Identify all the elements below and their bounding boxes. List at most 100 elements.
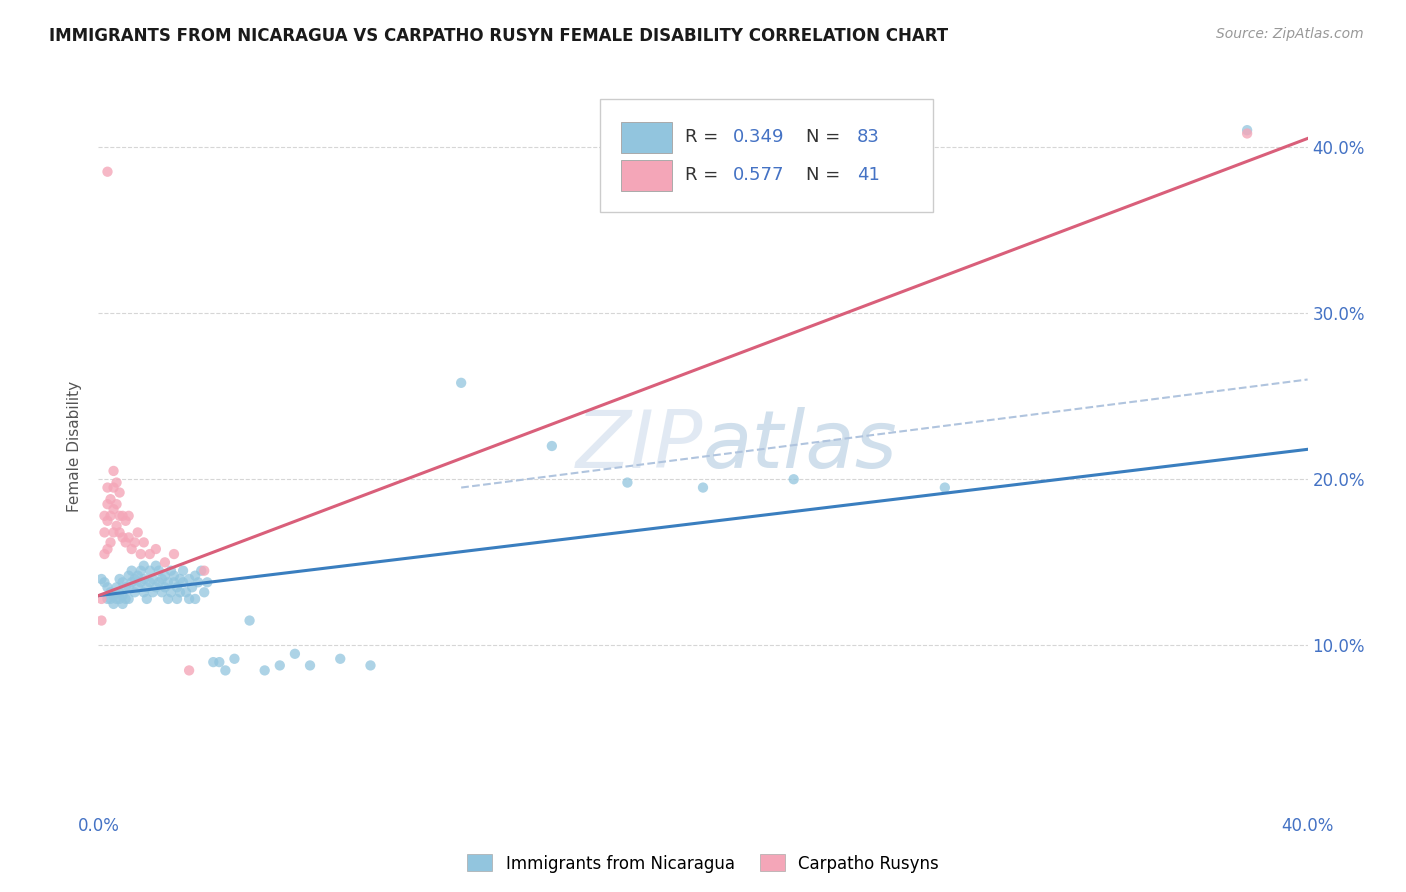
Point (145, 580, 167, 594)
Point (195, 575, 218, 590)
Point (105, 591, 128, 606)
FancyBboxPatch shape (621, 122, 672, 153)
Point (103, 502, 125, 516)
Point (127, 568, 149, 582)
Point (148, 575, 170, 590)
Point (145, 542, 167, 557)
Point (108, 485, 131, 500)
Point (100, 508, 122, 523)
Point (135, 591, 157, 606)
Text: Source: ZipAtlas.com: Source: ZipAtlas.com (1216, 27, 1364, 41)
Text: R =: R = (685, 167, 724, 185)
Point (150, 585, 173, 599)
Point (329, 652, 352, 666)
Point (783, 472, 806, 486)
Text: IMMIGRANTS FROM NICARAGUA VS CARPATHO RUSYN FEMALE DISABILITY CORRELATION CHART: IMMIGRANTS FROM NICARAGUA VS CARPATHO RU… (49, 27, 948, 45)
Point (93, 508, 115, 523)
Text: R =: R = (685, 128, 724, 146)
Point (114, 514, 136, 528)
Text: N =: N = (806, 128, 846, 146)
Point (153, 568, 176, 582)
Point (132, 535, 155, 549)
Point (114, 591, 136, 606)
Point (96, 497, 118, 511)
Point (299, 658, 322, 673)
Point (156, 591, 179, 606)
Point (184, 591, 207, 606)
Point (111, 530, 134, 544)
Point (96, 542, 118, 557)
Point (142, 585, 165, 599)
Point (163, 575, 186, 590)
Point (540, 439, 562, 453)
Point (93, 525, 115, 540)
Point (100, 591, 122, 606)
Point (90, 614, 112, 628)
Point (172, 575, 194, 590)
Point (96, 514, 118, 528)
Point (103, 464, 125, 478)
Point (187, 575, 209, 590)
Point (135, 580, 157, 594)
Point (96, 591, 118, 606)
Point (139, 564, 162, 578)
Point (114, 535, 136, 549)
Point (103, 481, 125, 495)
Point (190, 564, 212, 578)
Point (118, 580, 141, 594)
Point (156, 575, 179, 590)
Point (360, 658, 382, 673)
Point (100, 492, 122, 507)
Point (100, 585, 122, 599)
Point (202, 655, 225, 669)
Point (111, 508, 134, 523)
Point (90, 572, 112, 586)
Point (132, 585, 155, 599)
Point (179, 664, 201, 678)
Text: atlas: atlas (703, 407, 898, 485)
Point (139, 575, 162, 590)
Text: ZIP: ZIP (575, 407, 703, 485)
Point (108, 525, 131, 540)
Point (103, 589, 125, 603)
Point (934, 481, 956, 495)
Point (96, 164, 118, 178)
Point (174, 585, 197, 599)
Point (93, 575, 115, 590)
Point (118, 568, 141, 582)
Point (127, 525, 149, 540)
Text: 41: 41 (856, 167, 879, 185)
Point (153, 555, 176, 569)
Point (163, 547, 186, 561)
Point (166, 591, 188, 606)
Point (129, 564, 152, 578)
Text: 83: 83 (856, 128, 879, 146)
FancyBboxPatch shape (600, 99, 932, 212)
Point (139, 547, 162, 561)
Point (108, 591, 131, 606)
Point (111, 597, 134, 611)
Point (121, 575, 143, 590)
Point (179, 591, 201, 606)
Point (145, 558, 167, 573)
Point (181, 580, 204, 594)
FancyBboxPatch shape (621, 160, 672, 191)
Point (692, 481, 714, 495)
Point (114, 580, 136, 594)
Point (103, 525, 125, 540)
Point (224, 652, 246, 666)
Point (105, 475, 128, 490)
Point (118, 530, 141, 544)
Point (184, 568, 207, 582)
Point (121, 564, 143, 578)
Point (93, 547, 115, 561)
Y-axis label: Female Disability: Female Disability (67, 380, 83, 512)
Point (160, 564, 183, 578)
Point (118, 591, 141, 606)
Point (105, 497, 128, 511)
Legend: Immigrants from Nicaragua, Carpatho Rusyns: Immigrants from Nicaragua, Carpatho Rusy… (461, 847, 945, 880)
Point (172, 564, 194, 578)
Point (105, 580, 128, 594)
Point (127, 580, 149, 594)
Point (160, 585, 183, 599)
